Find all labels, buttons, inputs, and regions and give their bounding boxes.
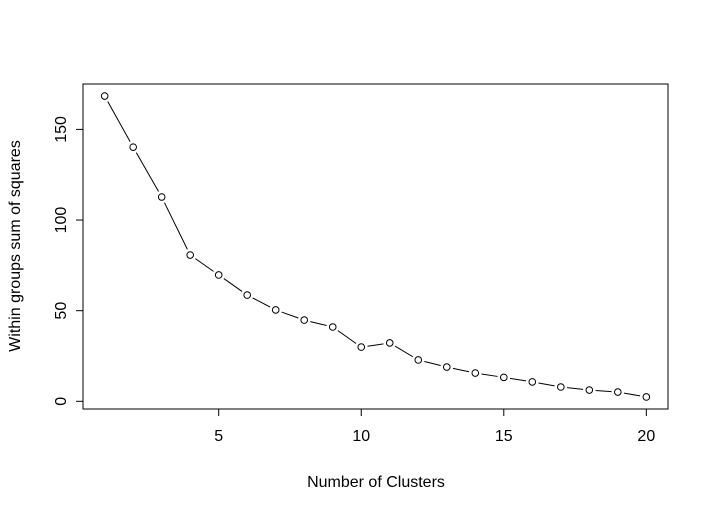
x-tick-label: 10 [352,428,370,445]
series-line-segments [107,101,641,397]
y-tick-label: 50 [53,302,70,320]
line-segment [135,152,159,192]
line-segment [509,377,527,382]
data-point [100,92,109,100]
data-point [243,291,252,299]
line-segment [424,361,441,367]
x-tick-label: 5 [214,428,223,445]
line-segment [452,367,470,373]
data-point [385,339,394,347]
line-segment [567,387,584,390]
data-point [357,343,366,351]
data-point [300,316,309,324]
data-point [186,251,194,259]
line-segment [367,343,384,347]
y-axis: 0 50 100 150 [53,116,83,406]
line-segment [481,373,498,377]
line-segment [623,392,641,397]
line-segment [394,345,414,358]
line-segment [310,321,327,326]
data-point [129,143,137,151]
plot-box [82,83,669,410]
line-segment [252,297,271,308]
data-point [585,386,594,394]
y-axis-label: Within groups sum of squares [7,140,24,352]
data-point [614,388,622,396]
x-axis-label: Number of Clusters [307,474,445,491]
data-point [214,271,223,279]
line-segment [107,101,131,142]
y-tick-label: 0 [53,397,70,406]
line-segment [164,202,188,250]
data-point [642,393,651,401]
data-point [442,363,451,371]
series-points [100,92,651,401]
line-segment [195,258,214,272]
data-point [157,193,166,201]
data-point [414,356,423,364]
y-tick-label: 150 [53,116,70,143]
line-segment [337,330,357,344]
data-point [328,323,337,331]
x-axis: 5 10 15 20 [214,408,655,445]
data-point [471,369,480,377]
x-tick-label: 20 [637,428,655,445]
data-point [499,373,508,382]
x-tick-label: 15 [495,428,513,445]
y-tick-label: 100 [53,207,70,234]
data-point [271,306,280,314]
line-segment [538,382,555,387]
data-point [557,383,565,391]
data-point [528,378,537,386]
line-segment [281,311,299,319]
line-segment [595,390,612,393]
line-segment [223,278,243,292]
